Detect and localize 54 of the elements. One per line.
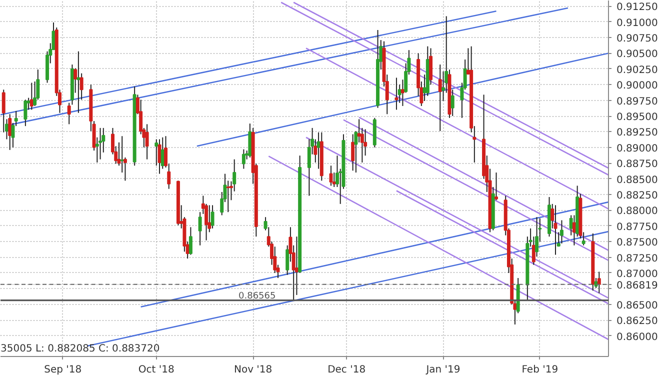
x-tick-label: Feb '19 xyxy=(522,364,558,376)
x-tick-label: Nov '18 xyxy=(234,364,272,376)
y-tick-label: 0.90250 xyxy=(616,64,658,76)
y-tick-label: 0.87500 xyxy=(616,238,658,249)
candlestick xyxy=(98,127,102,160)
candlestick xyxy=(188,226,192,256)
y-tick-label: 0.86250 xyxy=(616,316,658,328)
y-tick-label: 0.90500 xyxy=(616,49,658,60)
y-tick-label: 0.89250 xyxy=(616,128,658,139)
candlestick xyxy=(597,271,601,294)
candlestick xyxy=(67,102,71,125)
y-tick-label: 0.87250 xyxy=(616,253,658,264)
candlestick xyxy=(494,172,498,201)
candlestick xyxy=(158,138,162,174)
y-tick-label: 0.89500 xyxy=(616,112,658,124)
candlestick xyxy=(351,134,355,172)
y-tick-label: 0.86000 xyxy=(616,332,658,343)
candlestick xyxy=(560,220,564,244)
candlestick xyxy=(242,148,246,170)
candlestick xyxy=(24,99,28,127)
y-tick-label: 0.91000 xyxy=(616,18,658,29)
candlestick xyxy=(394,77,398,110)
x-tick-label: Jan '19 xyxy=(425,364,460,376)
candlestick xyxy=(8,114,12,150)
candlestick xyxy=(30,82,34,110)
annotation: 35005 L: 0.882085 C: 0.883720 xyxy=(0,344,160,354)
x-tick-label: Sep '18 xyxy=(44,364,82,376)
candlestick xyxy=(2,89,6,133)
y-tick-label: 0.90000 xyxy=(616,80,658,92)
x-tick-label: Oct '18 xyxy=(138,364,174,376)
candlestick xyxy=(120,136,124,174)
candlestick xyxy=(438,64,442,132)
y-tick-label: 0.88000 xyxy=(616,206,658,218)
candlestick xyxy=(76,50,80,114)
candlestick xyxy=(198,212,202,246)
y-tick-label: 0.91250 xyxy=(616,2,658,14)
y-tick-label: 0.87000 xyxy=(616,268,658,280)
candlestick xyxy=(554,204,558,256)
candlestick xyxy=(582,232,586,246)
ref-line-label: 0.86565 xyxy=(238,291,276,302)
y-tick-label: 0.90750 xyxy=(616,34,658,45)
y-tick-label: 0.87750 xyxy=(616,222,658,233)
y-tick-label: 0.89000 xyxy=(616,143,658,154)
x-tick-label: Dec '18 xyxy=(328,364,366,376)
ref-line-label: 0.86819 xyxy=(616,280,658,292)
candlestick xyxy=(210,204,214,229)
y-tick-label: 0.88500 xyxy=(616,174,658,186)
y-tick-label: 0.88250 xyxy=(616,190,658,202)
y-tick-label: 0.88750 xyxy=(616,159,658,170)
candlestick xyxy=(450,89,454,117)
candlestick xyxy=(226,180,230,213)
y-tick-label: 0.86500 xyxy=(616,300,658,312)
candlestick xyxy=(145,124,149,160)
y-tick-label: 0.89750 xyxy=(616,96,658,108)
